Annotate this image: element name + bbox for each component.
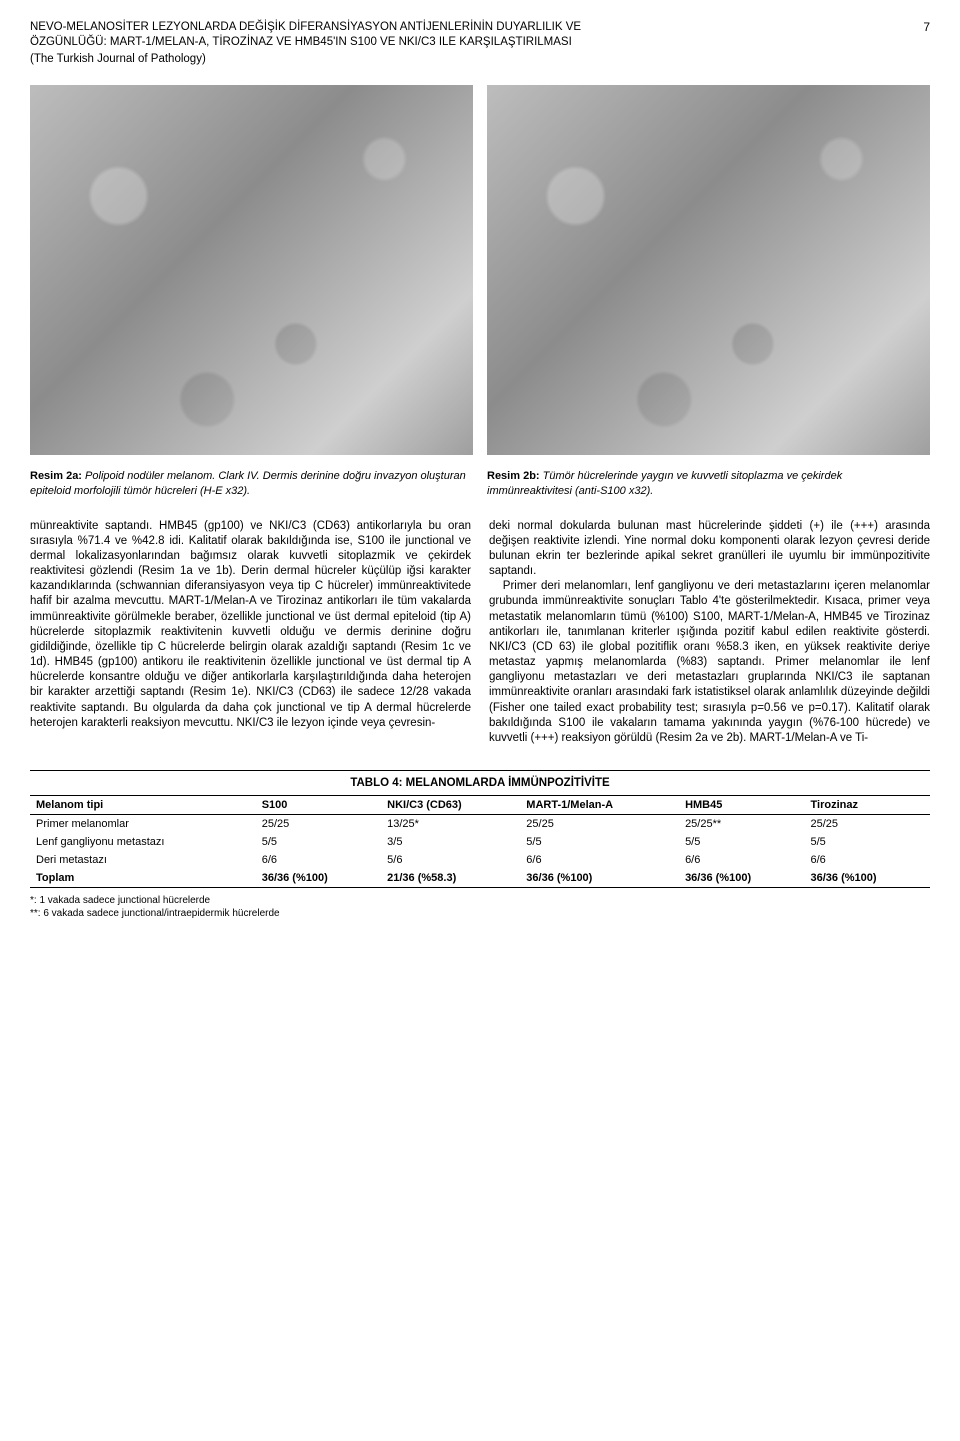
footnote-2: **: 6 vakada sadece junctional/intraepid… bbox=[30, 907, 930, 920]
caption-2a-lead: Resim 2a: bbox=[30, 470, 82, 482]
td: 36/36 (%100) bbox=[679, 869, 804, 887]
caption-2a-text: Polipoid nodüler melanom. Clark IV. Derm… bbox=[30, 470, 466, 497]
td: 6/6 bbox=[520, 851, 679, 869]
table-row: Deri metastazı 6/6 5/6 6/6 6/6 6/6 bbox=[30, 851, 930, 869]
th-1: S100 bbox=[256, 796, 381, 815]
body-col-left: münreaktivite saptandı. HMB45 (gp100) ve… bbox=[30, 519, 471, 747]
td: 6/6 bbox=[805, 851, 931, 869]
body-right-para1: deki normal dokularda bulunan mast hücre… bbox=[489, 519, 930, 580]
th-5: Tirozinaz bbox=[805, 796, 931, 815]
td: 36/36 (%100) bbox=[256, 869, 381, 887]
figure-row bbox=[30, 85, 930, 455]
header-title-line2: ÖZGÜNLÜĞÜ: MART-1/Melan-A, TİROZİNAZ ve … bbox=[30, 35, 915, 50]
table-4: TABLO 4: MELANOMLARDA İMMÜNPOZİTİVİTE Me… bbox=[30, 770, 930, 888]
header-title-block: NEVO-MELANOSİTER LEZYONLARDA DEĞİŞİK DİF… bbox=[30, 20, 915, 67]
caption-2a: Resim 2a: Polipoid nodüler melanom. Clar… bbox=[30, 469, 473, 499]
td: 36/36 (%100) bbox=[520, 869, 679, 887]
footnote-1: *: 1 vakada sadece junctional hücrelerde bbox=[30, 894, 930, 907]
table-row-total: Toplam 36/36 (%100) 21/36 (%58.3) 36/36 … bbox=[30, 869, 930, 887]
caption-2b: Resim 2b: Tümör hücrelerinde yaygın ve k… bbox=[487, 469, 930, 499]
th-4: HMB45 bbox=[679, 796, 804, 815]
figure-2b bbox=[487, 85, 930, 455]
td: Toplam bbox=[30, 869, 256, 887]
td: 25/25 bbox=[520, 815, 679, 834]
th-2: NKI/C3 (CD63) bbox=[381, 796, 520, 815]
body-left-para: münreaktivite saptandı. HMB45 (gp100) ve… bbox=[30, 519, 471, 731]
table-header-row: Melanom tipi S100 NKI/C3 (CD63) MART-1/M… bbox=[30, 796, 930, 815]
table-row: Lenf gangliyonu metastazı 5/5 3/5 5/5 5/… bbox=[30, 833, 930, 851]
header-title-line1: NEVO-MELANOSİTER LEZYONLARDA DEĞİŞİK DİF… bbox=[30, 20, 915, 35]
td: 5/5 bbox=[520, 833, 679, 851]
page-number: 7 bbox=[915, 20, 930, 34]
td: 36/36 (%100) bbox=[805, 869, 931, 887]
table-row: Primer melanomlar 25/25 13/25* 25/25 25/… bbox=[30, 815, 930, 834]
td: 5/5 bbox=[256, 833, 381, 851]
caption-2b-lead: Resim 2b: bbox=[487, 470, 540, 482]
td: 6/6 bbox=[679, 851, 804, 869]
td: Deri metastazı bbox=[30, 851, 256, 869]
figure-2a bbox=[30, 85, 473, 455]
th-0: Melanom tipi bbox=[30, 796, 256, 815]
table-title: TABLO 4: MELANOMLARDA İMMÜNPOZİTİVİTE bbox=[30, 771, 930, 796]
td: 21/36 (%58.3) bbox=[381, 869, 520, 887]
td: Lenf gangliyonu metastazı bbox=[30, 833, 256, 851]
td: 3/5 bbox=[381, 833, 520, 851]
table-footnotes: *: 1 vakada sadece junctional hücrelerde… bbox=[30, 894, 930, 920]
td: 6/6 bbox=[256, 851, 381, 869]
body-right-para2: Primer deri melanomları, lenf gangliyonu… bbox=[489, 579, 930, 746]
th-3: MART-1/Melan-A bbox=[520, 796, 679, 815]
body-columns: münreaktivite saptandı. HMB45 (gp100) ve… bbox=[30, 519, 930, 747]
caption-row: Resim 2a: Polipoid nodüler melanom. Clar… bbox=[30, 469, 930, 499]
td: 25/25** bbox=[679, 815, 804, 834]
journal-name: (The Turkish Journal of Pathology) bbox=[30, 52, 915, 67]
caption-2b-text: Tümör hücrelerinde yaygın ve kuvvetli si… bbox=[487, 470, 842, 497]
td: 25/25 bbox=[256, 815, 381, 834]
td: 5/6 bbox=[381, 851, 520, 869]
body-col-right: deki normal dokularda bulunan mast hücre… bbox=[489, 519, 930, 747]
page-header: NEVO-MELANOSİTER LEZYONLARDA DEĞİŞİK DİF… bbox=[30, 20, 930, 67]
td: 25/25 bbox=[805, 815, 931, 834]
td: Primer melanomlar bbox=[30, 815, 256, 834]
td: 5/5 bbox=[679, 833, 804, 851]
immunopositivity-table: Melanom tipi S100 NKI/C3 (CD63) MART-1/M… bbox=[30, 796, 930, 887]
td: 5/5 bbox=[805, 833, 931, 851]
td: 13/25* bbox=[381, 815, 520, 834]
